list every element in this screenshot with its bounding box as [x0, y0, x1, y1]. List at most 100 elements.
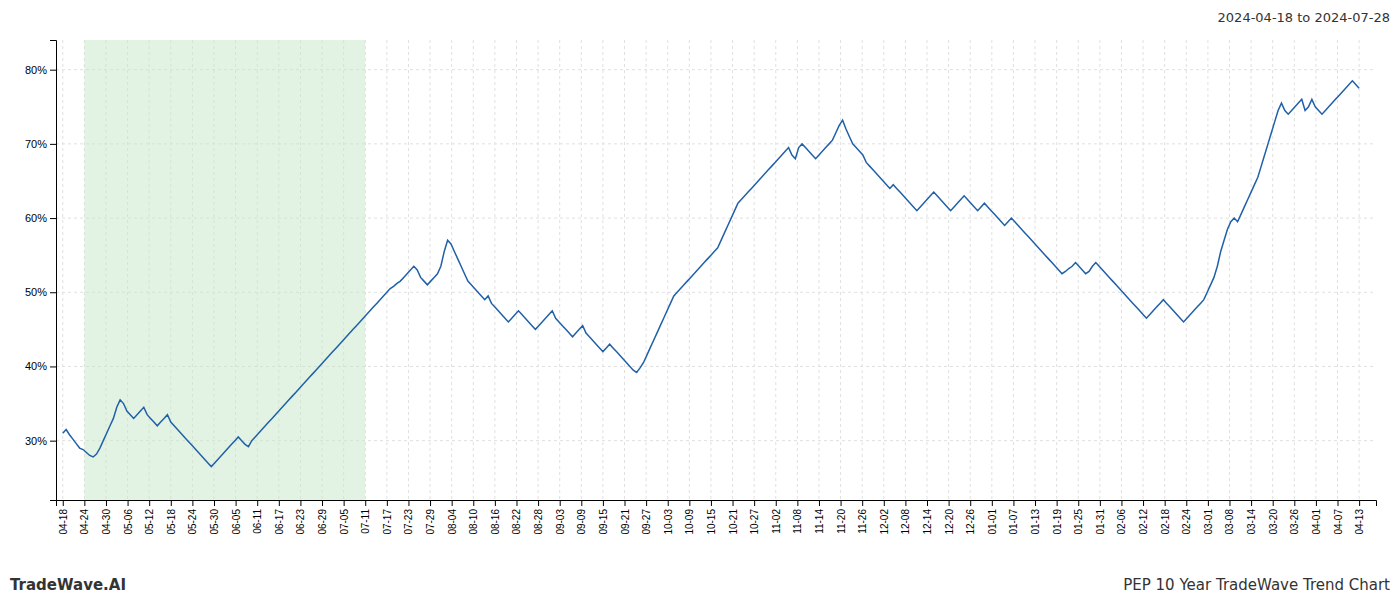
x-tick: 08-16: [490, 500, 501, 535]
x-tick-label: 06-29: [317, 509, 328, 535]
y-tick-mark: [50, 218, 56, 219]
x-tick: 12-02: [879, 500, 890, 535]
x-tick: 06-05: [231, 500, 242, 535]
x-tick-label: 01-07: [1008, 509, 1019, 535]
x-tick-label: 06-05: [231, 509, 242, 535]
y-tick-mark: [50, 366, 56, 367]
x-tick-label: 06-11: [252, 509, 263, 534]
x-grid-line: [883, 40, 884, 500]
x-tick: 01-19: [1052, 500, 1063, 535]
x-tick: 01-31: [1095, 500, 1106, 535]
x-grid-line: [1164, 40, 1165, 500]
x-tick-mark: [1294, 500, 1295, 506]
x-tick-label: 11-20: [836, 509, 847, 534]
x-tick-mark: [733, 500, 734, 506]
x-tick: 11-08: [792, 500, 803, 534]
x-grid-line: [710, 40, 711, 500]
x-tick-label: 10-03: [663, 509, 674, 535]
x-tick-mark: [1121, 500, 1122, 506]
y-tick-label: 40%: [25, 360, 47, 372]
y-tick-label: 80%: [25, 64, 47, 76]
x-grid-line: [732, 40, 733, 500]
x-tick-mark: [106, 500, 107, 506]
x-tick: 07-17: [382, 500, 393, 535]
x-tick: 10-09: [684, 500, 695, 535]
x-tick-label: 04-07: [1333, 509, 1344, 535]
x-tick: 11-02: [771, 500, 782, 534]
x-tick-label: 05-12: [144, 509, 155, 535]
x-grid-line: [926, 40, 927, 500]
x-tick-mark: [992, 500, 993, 506]
x-tick: 08-22: [511, 500, 522, 535]
x-grid-line: [473, 40, 474, 500]
x-tick-label: 12-20: [944, 509, 955, 535]
x-tick-label: 05-18: [166, 509, 177, 535]
x-tick-label: 10-21: [728, 509, 739, 535]
x-tick-label: 11-14: [814, 509, 825, 534]
x-tick: 10-15: [706, 500, 717, 535]
y-tick-mark: [50, 70, 56, 71]
x-tick: 07-05: [339, 500, 350, 535]
x-grid-line: [1143, 40, 1144, 500]
x-tick-mark: [819, 500, 820, 506]
x-tick: 02-06: [1116, 500, 1127, 535]
x-tick: 12-08: [900, 500, 911, 535]
y-tick: 70%: [25, 138, 56, 150]
x-grid-line: [646, 40, 647, 500]
x-tick-label: 03-26: [1289, 509, 1300, 535]
x-tick: 11-14: [814, 500, 825, 534]
x-tick-mark: [1273, 500, 1274, 506]
x-tick-mark: [279, 500, 280, 506]
x-tick: 03-20: [1268, 500, 1279, 535]
y-tick-mark: [50, 441, 56, 442]
x-tick: 10-27: [749, 500, 760, 535]
x-tick-label: 04-01: [1311, 509, 1322, 535]
x-tick-mark: [949, 500, 950, 506]
x-tick-label: 05-24: [187, 509, 198, 535]
x-tick-label: 02-24: [1181, 509, 1192, 535]
x-grid-line: [386, 40, 387, 500]
x-axis: 04-1804-2404-3005-0605-1205-1805-2405-30…: [57, 500, 1377, 535]
x-grid-line: [624, 40, 625, 500]
x-tick-label: 07-23: [403, 509, 414, 535]
x-tick: 03-08: [1224, 500, 1235, 535]
x-tick: 11-20: [836, 500, 847, 534]
y-tick-mark: [50, 144, 56, 145]
y-tick-label: 50%: [25, 286, 47, 298]
chart-label: PEP 10 Year TradeWave Trend Chart: [1123, 576, 1390, 594]
x-grid-line: [602, 40, 603, 500]
x-grid-line: [970, 40, 971, 500]
x-tick: 09-15: [598, 500, 609, 535]
x-tick-mark: [214, 500, 215, 506]
x-tick-mark: [1338, 500, 1339, 506]
x-tick: 05-30: [209, 500, 220, 535]
x-tick-mark: [430, 500, 431, 506]
x-tick: 04-01: [1311, 500, 1322, 535]
x-tick: 01-01: [987, 500, 998, 535]
x-tick-mark: [776, 500, 777, 506]
x-tick: 04-24: [79, 500, 90, 535]
y-axis: 30%40%50%60%70%80%: [25, 41, 57, 501]
x-tick-mark: [63, 500, 64, 506]
x-tick-label: 07-17: [382, 509, 393, 535]
x-tick-mark: [862, 500, 863, 506]
x-tick: 05-06: [123, 500, 134, 535]
x-tick-mark: [1229, 500, 1230, 506]
x-tick-label: 11-08: [792, 509, 803, 534]
x-tick-mark: [495, 500, 496, 506]
chart-container: 04-1804-2404-3005-0605-1205-1805-2405-30…: [0, 0, 1400, 600]
x-tick-mark: [171, 500, 172, 506]
x-grid-line: [862, 40, 863, 500]
x-tick-label: 03-01: [1203, 509, 1214, 535]
x-tick-label: 12-14: [922, 509, 933, 535]
x-tick: 09-09: [576, 500, 587, 535]
x-tick-label: 02-12: [1138, 509, 1149, 535]
marks: [63, 40, 1359, 500]
x-tick-mark: [1251, 500, 1252, 506]
x-tick: 12-26: [965, 500, 976, 535]
x-tick-mark: [711, 500, 712, 506]
x-tick-mark: [754, 500, 755, 506]
x-tick-label: 04-13: [1354, 509, 1365, 535]
x-tick: 01-07: [1008, 500, 1019, 535]
x-tick-mark: [300, 500, 301, 506]
